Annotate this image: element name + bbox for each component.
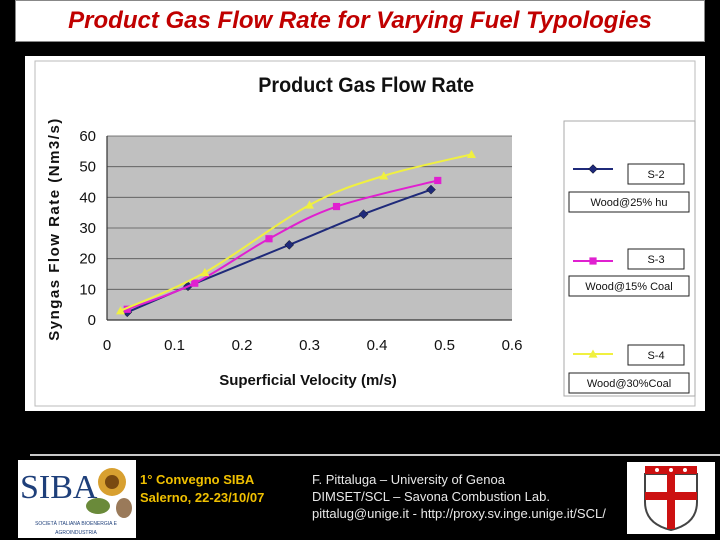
footer-divider xyxy=(30,454,720,456)
y-axis-ticks: 0 10 20 30 40 50 60 xyxy=(79,128,96,329)
data-point xyxy=(116,306,125,315)
author-line: F. Pittaluga – University of Genoa xyxy=(312,472,505,487)
legend-name: S-3 xyxy=(647,254,664,266)
legend-label-box xyxy=(568,275,690,297)
x-tick-label: 0.3 xyxy=(299,337,320,354)
data-point xyxy=(434,176,442,185)
legend-name-box xyxy=(627,248,685,270)
chart-title: Product Gas Flow Rate xyxy=(258,74,474,97)
y-tick-label: 10 xyxy=(79,281,96,298)
data-point xyxy=(358,209,369,220)
title-box: Product Gas Flow Rate for Varying Fuel T… xyxy=(15,0,705,42)
legend-name: S-2 xyxy=(647,169,664,181)
legend-entry-s-3: S-3 Wood@15% Coal xyxy=(568,248,690,297)
x-tick-label: 0 xyxy=(103,337,111,354)
data-point xyxy=(191,279,199,287)
legend-label: Wood@25% hu xyxy=(590,197,667,209)
legend-entry-s-2: S-2 Wood@25% hu xyxy=(568,163,690,213)
legend-name-box xyxy=(627,344,685,366)
legend-entry-s-4: S-4 Wood@30%Coal xyxy=(568,344,690,394)
data-point xyxy=(305,200,314,209)
data-point xyxy=(379,171,389,180)
legend-label-box xyxy=(568,372,690,394)
data-point xyxy=(200,267,210,277)
series-line xyxy=(120,153,472,312)
y-tick-label: 50 xyxy=(79,159,96,176)
y-axis-label: Syngas Flow Rate (Nm3/s) xyxy=(46,117,63,341)
x-tick-label: 0.6 xyxy=(502,337,523,354)
legend-label: Wood@15% Coal xyxy=(585,281,672,293)
x-tick-label: 0.2 xyxy=(232,337,253,354)
series-s-3 xyxy=(123,176,442,313)
x-axis-label: Superficial Velocity (m/s) xyxy=(219,372,397,389)
y-tick-label: 0 xyxy=(88,312,96,329)
data-point xyxy=(588,164,598,174)
data-point xyxy=(589,257,597,265)
data-point xyxy=(588,349,598,358)
data-point xyxy=(123,305,131,313)
series-s-4 xyxy=(116,149,476,315)
siba-logo: SIBA SOCIETÀ ITALIANA BIOENERGIA E AGROI… xyxy=(18,460,136,538)
legend-label: Wood@30%Coal xyxy=(587,378,671,390)
data-point xyxy=(265,235,273,243)
lab-line: DIMSET/SCL – Savona Combustion Lab. xyxy=(312,489,550,504)
x-tick-label: 0.4 xyxy=(367,337,388,354)
legend-label-box xyxy=(568,191,690,213)
data-point xyxy=(284,240,295,250)
y-tick-label: 30 xyxy=(79,220,96,237)
legend-entries: S-2 Wood@25% hu S-3 Wood@15% Coal S-4 Wood@30… xyxy=(568,163,690,394)
x-tick-label: 0.1 xyxy=(164,337,185,354)
series-layer xyxy=(116,149,476,318)
grid xyxy=(106,135,512,321)
university-crest xyxy=(627,462,715,534)
chart: Product Gas Flow Rate 0 10 20 30 40 50 60 0 0.1… xyxy=(34,60,696,407)
y-tick-label: 60 xyxy=(79,128,96,145)
x-tick-label: 0.5 xyxy=(434,337,455,354)
legend-name: S-4 xyxy=(647,350,664,362)
contact-line: pittalug@unige.it - http://proxy.sv.inge… xyxy=(312,506,606,521)
siba-logo-subtitle-2: AGROINDUSTRIA xyxy=(55,530,97,536)
legend-name-box xyxy=(627,163,685,185)
data-point xyxy=(426,184,436,195)
slide-title: Product Gas Flow Rate for Varying Fuel T… xyxy=(68,7,652,34)
data-point xyxy=(467,149,476,158)
x-axis-ticks: 0 0.1 0.2 0.3 0.4 0.5 0.6 xyxy=(103,337,523,354)
conference-name: 1° Convegno SIBA xyxy=(140,472,255,487)
y-tick-label: 20 xyxy=(79,251,96,268)
siba-logo-subtitle-1: SOCIETÀ ITALIANA BIOENERGIA E xyxy=(35,520,118,527)
chart-area: Product Gas Flow Rate 0 10 20 30 40 50 60 0 0.1… xyxy=(25,56,705,411)
y-tick-label: 40 xyxy=(79,189,96,206)
siba-logo-text: SIBA xyxy=(20,469,98,506)
data-point xyxy=(332,202,341,211)
conference-date: Salerno, 22-23/10/07 xyxy=(140,490,265,505)
